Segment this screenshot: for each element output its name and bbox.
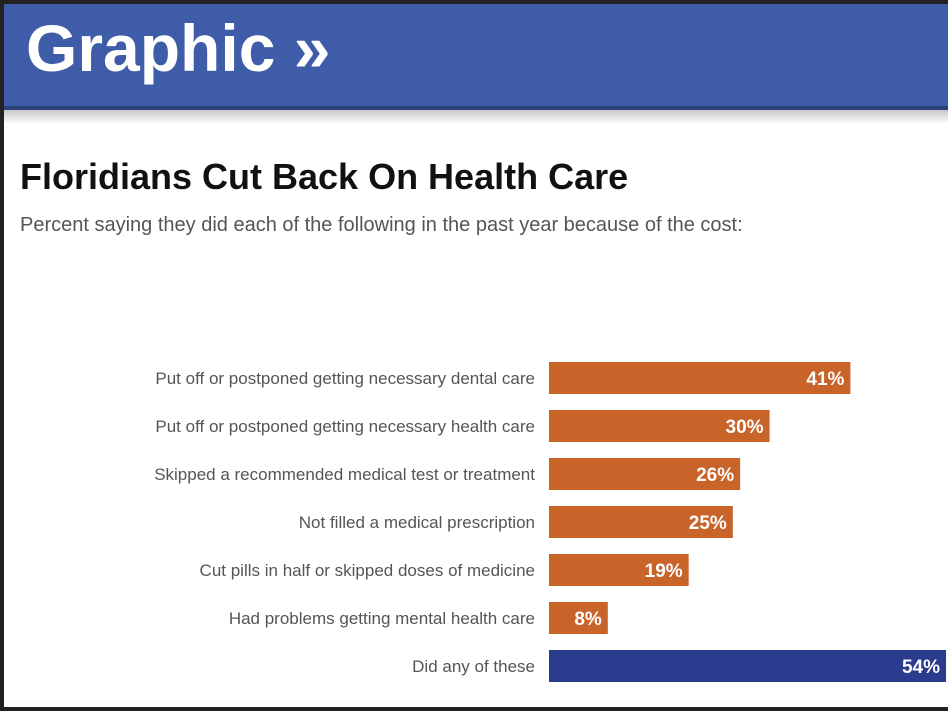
bar-5	[549, 602, 608, 634]
chart-subtitle: Percent saying they did each of the foll…	[20, 214, 743, 236]
category-label-6: Did any of these	[412, 657, 535, 676]
category-label-2: Skipped a recommended medical test or tr…	[154, 465, 535, 484]
bar-0	[549, 362, 851, 394]
category-label-0: Put off or postponed getting necessary d…	[155, 369, 535, 388]
bar-6	[549, 650, 946, 682]
category-label-4: Cut pills in half or skipped doses of me…	[200, 561, 535, 580]
category-label-3: Not filled a medical prescription	[299, 513, 535, 532]
banner-label: Graphic »	[26, 11, 331, 85]
bar-4	[549, 554, 689, 586]
category-label-1: Put off or postponed getting necessary h…	[155, 417, 535, 436]
bar-2	[549, 458, 741, 490]
category-label-5: Had problems getting mental health care	[229, 609, 535, 628]
value-label-6: 54%	[902, 657, 940, 678]
banner-shadow	[4, 110, 948, 124]
value-label-4: 19%	[645, 561, 683, 582]
bar-3	[549, 506, 733, 538]
value-label-3: 25%	[689, 513, 727, 534]
value-label-0: 41%	[806, 369, 844, 390]
value-label-1: 30%	[726, 417, 764, 438]
value-label-5: 8%	[574, 609, 602, 630]
bar-1	[549, 410, 770, 442]
chart-title: Floridians Cut Back On Health Care	[20, 156, 629, 197]
graphic-banner[interactable]: Graphic »	[4, 4, 948, 110]
value-label-2: 26%	[696, 465, 734, 486]
